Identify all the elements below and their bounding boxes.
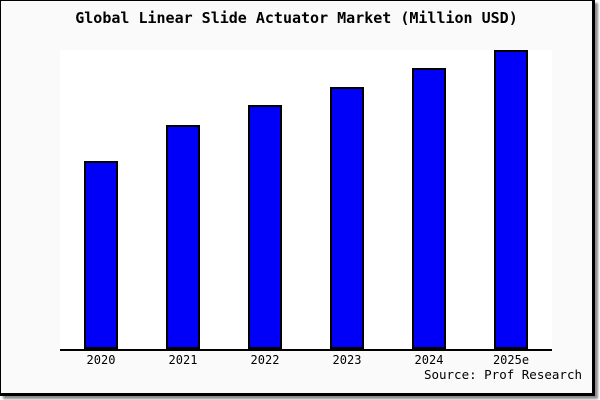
x-tick-label-2021: 2021 <box>168 353 198 367</box>
x-tick-label-2020: 2020 <box>86 353 116 367</box>
bar-2021 <box>166 125 200 349</box>
bar-2020 <box>84 161 118 349</box>
chart-title: Global Linear Slide Actuator Market (Mil… <box>75 9 518 27</box>
x-axis-labels: 2020 2021 2022 2023 2024 2025e <box>60 353 552 367</box>
bar-2023 <box>330 87 364 349</box>
x-tick-label-2025e: 2025e <box>492 353 530 367</box>
bar-2025e <box>494 50 528 349</box>
plot-area <box>60 50 552 351</box>
x-tick-label-2024: 2024 <box>414 353 444 367</box>
bar-2024 <box>412 68 446 349</box>
x-tick-label-2023: 2023 <box>332 353 362 367</box>
source-credit: Source: Prof Research <box>423 367 582 382</box>
x-axis-line <box>60 349 552 351</box>
bar-2022 <box>248 105 282 349</box>
x-tick-label-2022: 2022 <box>250 353 280 367</box>
